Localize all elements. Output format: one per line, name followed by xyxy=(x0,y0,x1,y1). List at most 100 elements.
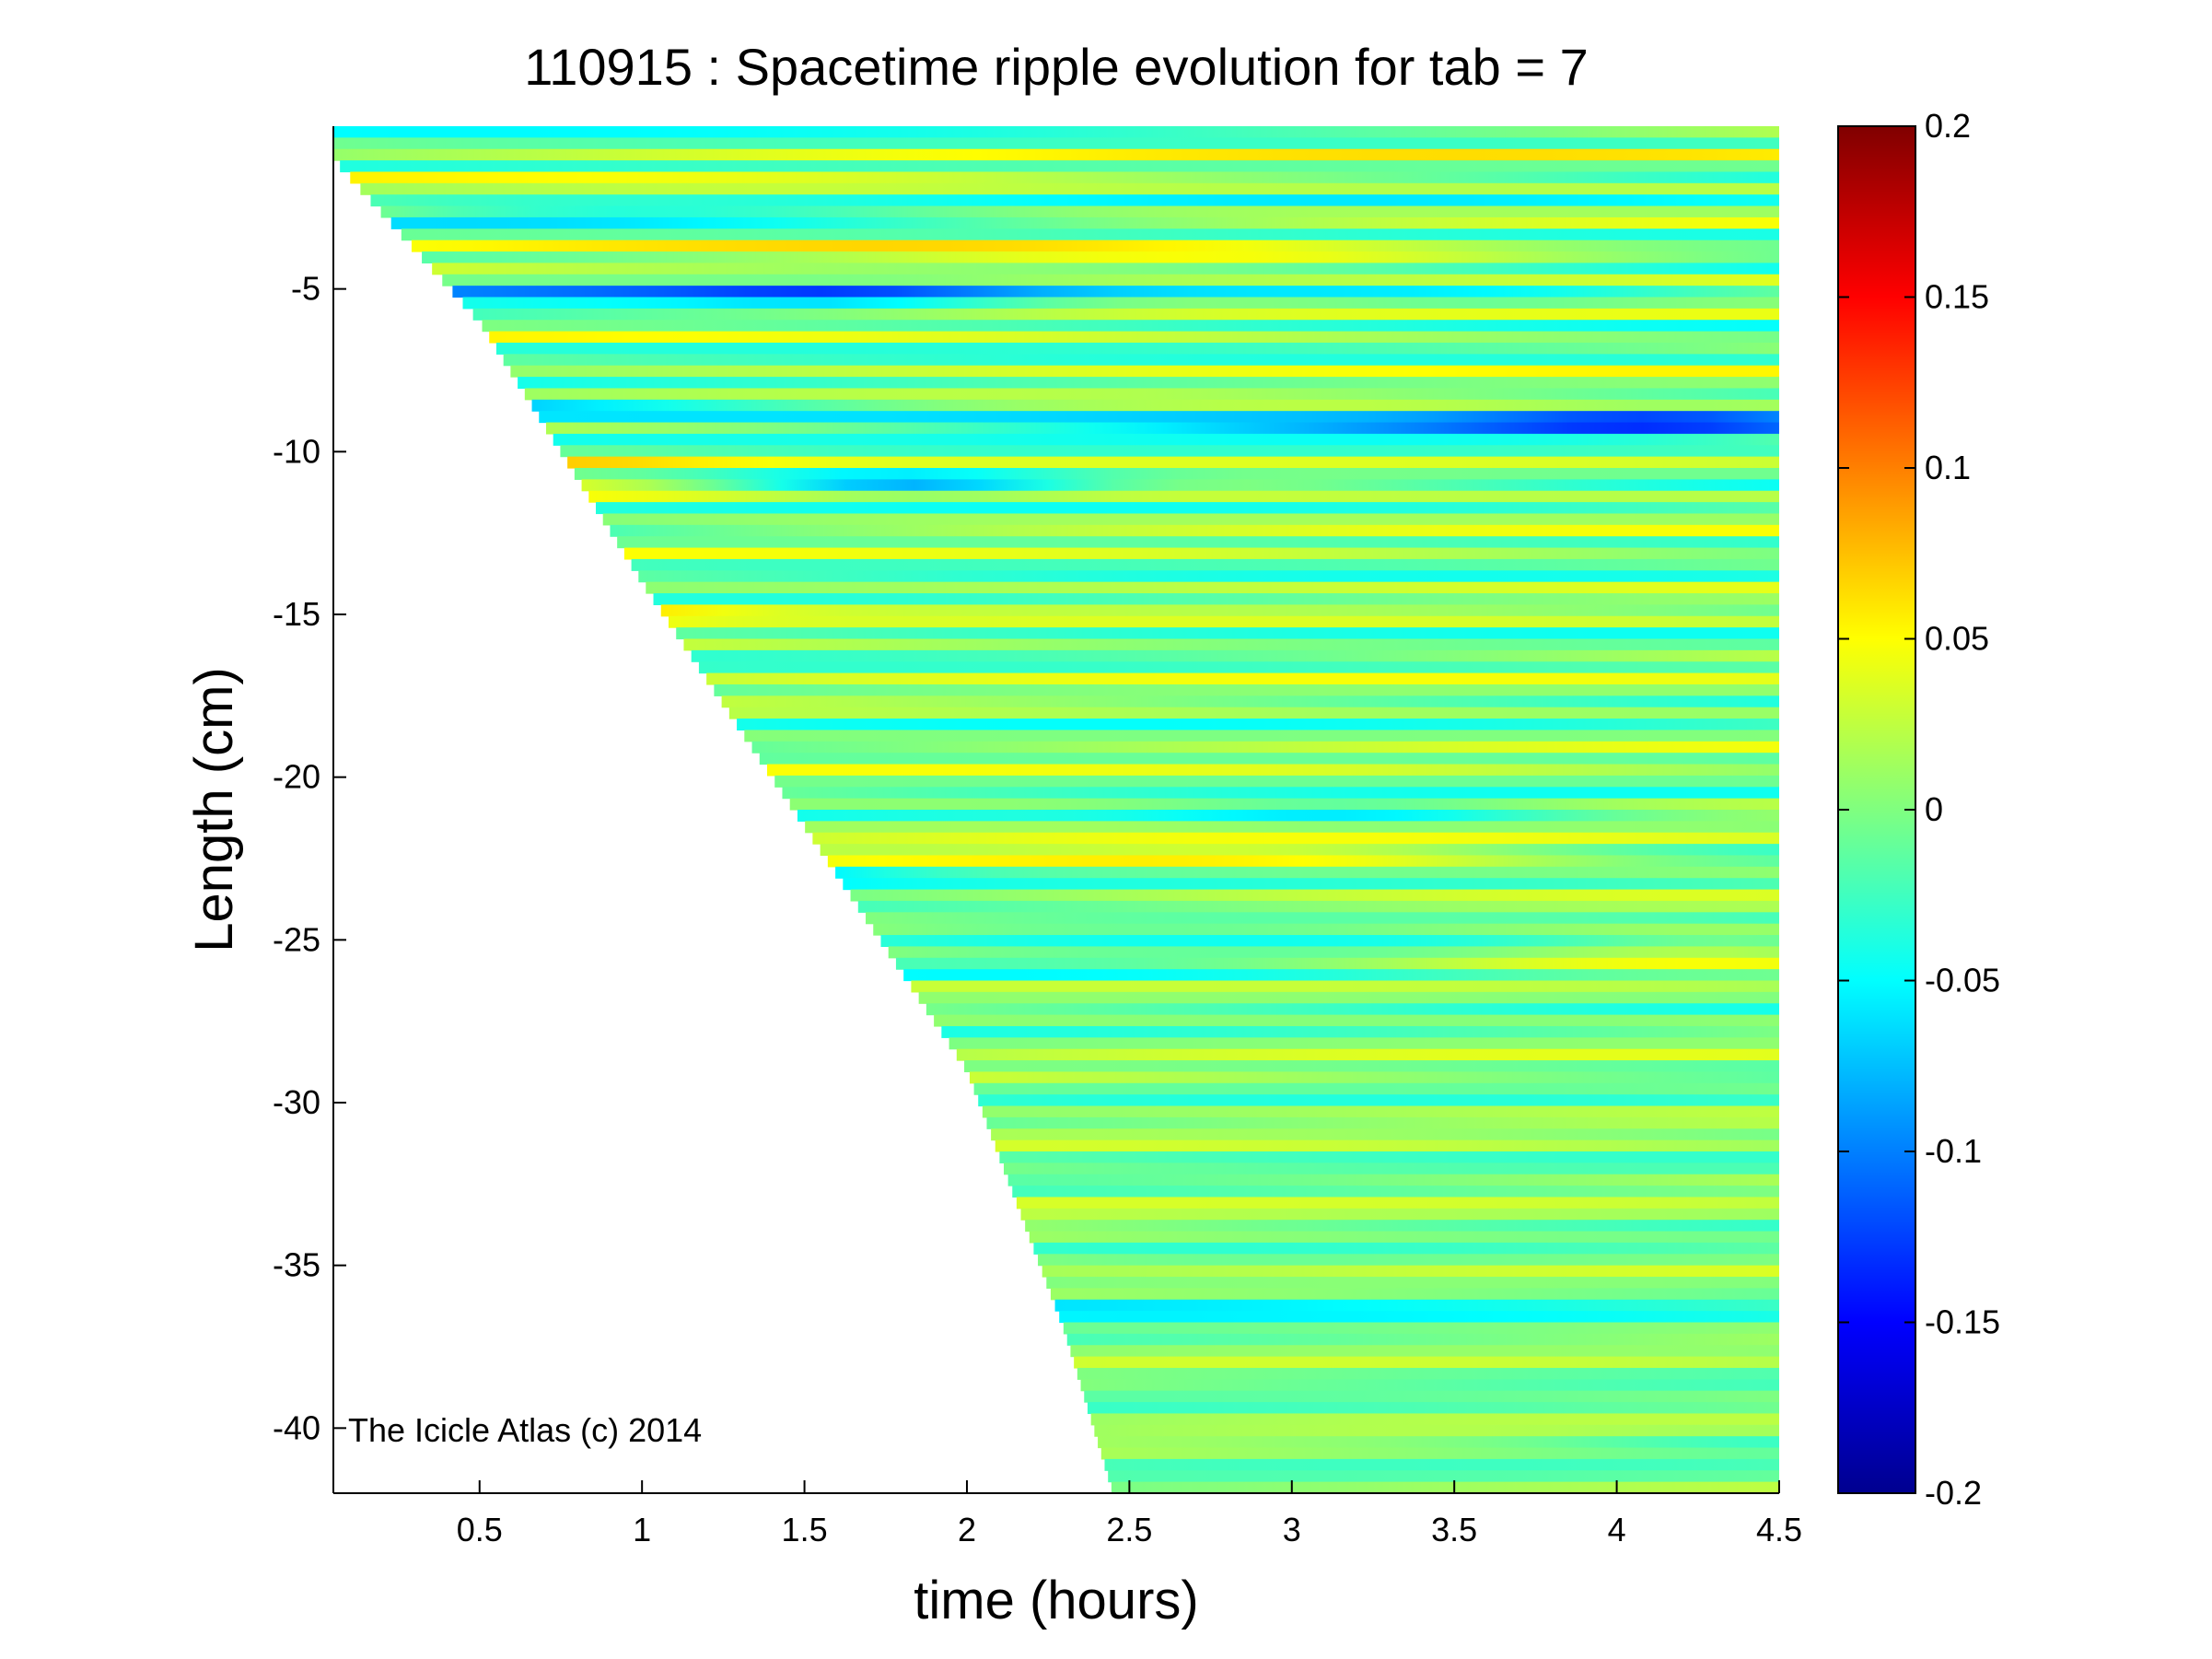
copyright-annotation: The Icicle Atlas (c) 2014 xyxy=(348,1411,702,1449)
heatmap-row xyxy=(683,638,1779,651)
heatmap-row xyxy=(1100,1447,1779,1460)
heatmap-row xyxy=(767,764,1779,777)
heatmap-row xyxy=(333,137,1779,150)
heatmap-row xyxy=(518,377,1779,390)
x-tick-label: 4.5 xyxy=(1756,1511,1802,1548)
heatmap-row xyxy=(691,649,1779,662)
heatmap-row xyxy=(660,604,1779,617)
heatmap-row xyxy=(721,695,1779,708)
heatmap-row xyxy=(623,547,1779,560)
heatmap-row xyxy=(411,240,1779,252)
heatmap-row xyxy=(759,753,1779,765)
heatmap-row xyxy=(895,957,1779,970)
heatmap-row xyxy=(805,821,1779,834)
y-tick-label: -15 xyxy=(273,595,320,633)
heatmap-row xyxy=(668,615,1779,628)
heatmap-row xyxy=(1098,1436,1779,1449)
heatmap-row xyxy=(1094,1424,1779,1437)
heatmap-row xyxy=(1025,1220,1779,1233)
heatmap-row xyxy=(978,1094,1779,1107)
heatmap-row xyxy=(495,342,1779,355)
heatmap-row xyxy=(638,570,1779,583)
heatmap-field xyxy=(333,126,1779,1505)
heatmap-row xyxy=(340,160,1779,173)
x-tick-label: 4 xyxy=(1608,1511,1626,1548)
heatmap-row xyxy=(1038,1254,1779,1267)
heatmap-row xyxy=(581,479,1779,492)
heatmap-row xyxy=(567,456,1779,469)
heatmap-row xyxy=(617,536,1779,549)
heatmap-row xyxy=(531,399,1779,412)
heatmap-row xyxy=(991,1128,1779,1141)
colorbar-tick-label: 0.1 xyxy=(1925,449,1971,486)
colorbar-tick-label: -0.1 xyxy=(1925,1132,1982,1170)
heatmap-row xyxy=(714,683,1779,696)
heatmap-row xyxy=(1077,1367,1779,1380)
y-tick-label: -40 xyxy=(273,1408,320,1446)
heatmap-row xyxy=(866,912,1779,925)
heatmap-row xyxy=(432,263,1779,275)
heatmap-row xyxy=(1104,1458,1779,1471)
heatmap-row xyxy=(1080,1379,1779,1392)
heatmap-row xyxy=(782,787,1779,800)
colorbar-tick-label: -0.15 xyxy=(1925,1303,2000,1341)
heatmap-row xyxy=(1016,1197,1779,1209)
x-axis-ticks: 0.5 1 1.5 2 2.5 3 3.5 4 4.5 xyxy=(457,1480,1802,1548)
y-tick-label: -25 xyxy=(273,920,320,958)
heatmap-row xyxy=(918,991,1779,1004)
heatmap-row xyxy=(1087,1402,1779,1415)
heatmap-row xyxy=(489,331,1779,344)
heatmap-row xyxy=(539,411,1779,424)
colorbar-tick-label: 0.05 xyxy=(1925,620,1989,658)
x-tick-label: 2.5 xyxy=(1106,1511,1152,1548)
heatmap-row xyxy=(973,1082,1779,1095)
y-tick-label: -20 xyxy=(273,758,320,796)
heatmap-row xyxy=(744,730,1779,742)
heatmap-row xyxy=(956,1048,1779,1061)
heatmap-row xyxy=(370,194,1779,207)
heatmap-row xyxy=(995,1139,1779,1152)
heatmap-row xyxy=(333,148,1779,161)
heatmap-row xyxy=(1003,1162,1779,1175)
heatmap-row xyxy=(1029,1231,1779,1244)
colorbar xyxy=(1837,125,1916,1494)
heatmap-row xyxy=(545,422,1779,435)
heatmap-row xyxy=(797,810,1779,822)
heatmap-row xyxy=(574,468,1779,480)
heatmap-row xyxy=(728,707,1779,719)
heatmap-row xyxy=(1059,1311,1779,1324)
x-tick-label: 0.5 xyxy=(457,1511,503,1548)
heatmap-row xyxy=(1084,1390,1779,1403)
y-tick-label: -10 xyxy=(273,432,320,470)
heatmap-row xyxy=(986,1116,1779,1129)
heatmap-row xyxy=(610,524,1779,537)
heatmap-row xyxy=(1007,1174,1779,1186)
heatmap-row xyxy=(789,798,1779,811)
heatmap-row xyxy=(653,593,1779,605)
heatmap-row xyxy=(880,935,1779,947)
heatmap-row xyxy=(596,502,1779,515)
heatmap-row xyxy=(888,946,1779,959)
y-tick-label: -35 xyxy=(273,1246,320,1284)
heatmap-row xyxy=(401,228,1779,241)
y-tick-label: -30 xyxy=(273,1083,320,1121)
chart-title: 110915 : Spacetime ripple evolution for … xyxy=(524,38,1589,96)
colorbar-tick-label: -0.05 xyxy=(1925,962,2000,999)
y-axis-ticks: -5 -10 -15 -20 -25 -30 -35 -40 xyxy=(273,270,346,1446)
heatmap-row xyxy=(843,878,1779,891)
heatmap-row xyxy=(602,513,1779,526)
heatmap-row xyxy=(1033,1242,1779,1255)
heatmap-row xyxy=(503,354,1779,367)
heatmap-row xyxy=(903,969,1779,982)
heatmap-row xyxy=(949,1037,1779,1050)
heatmap-row xyxy=(737,719,1779,731)
heatmap-row xyxy=(350,171,1779,184)
heatmap-row xyxy=(1113,1493,1779,1505)
heatmap-row xyxy=(1111,1481,1779,1493)
heatmap-row xyxy=(1012,1186,1779,1198)
heatmap-row xyxy=(560,445,1779,458)
heatmap-row xyxy=(698,661,1779,674)
colorbar-ticks: 0.2 0.15 0.1 0.05 0 -0.05 -0.1 -0.15 -0.2 xyxy=(1838,107,2000,1512)
heatmap-row xyxy=(1074,1356,1779,1369)
heatmap-row xyxy=(941,1025,1779,1038)
